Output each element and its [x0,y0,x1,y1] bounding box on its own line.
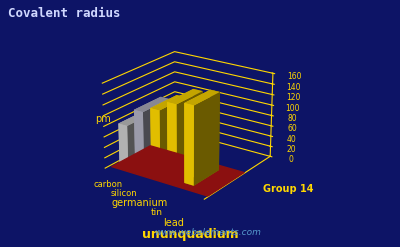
Text: Covalent radius: Covalent radius [8,7,120,21]
Text: www.webelements.com: www.webelements.com [154,228,262,237]
